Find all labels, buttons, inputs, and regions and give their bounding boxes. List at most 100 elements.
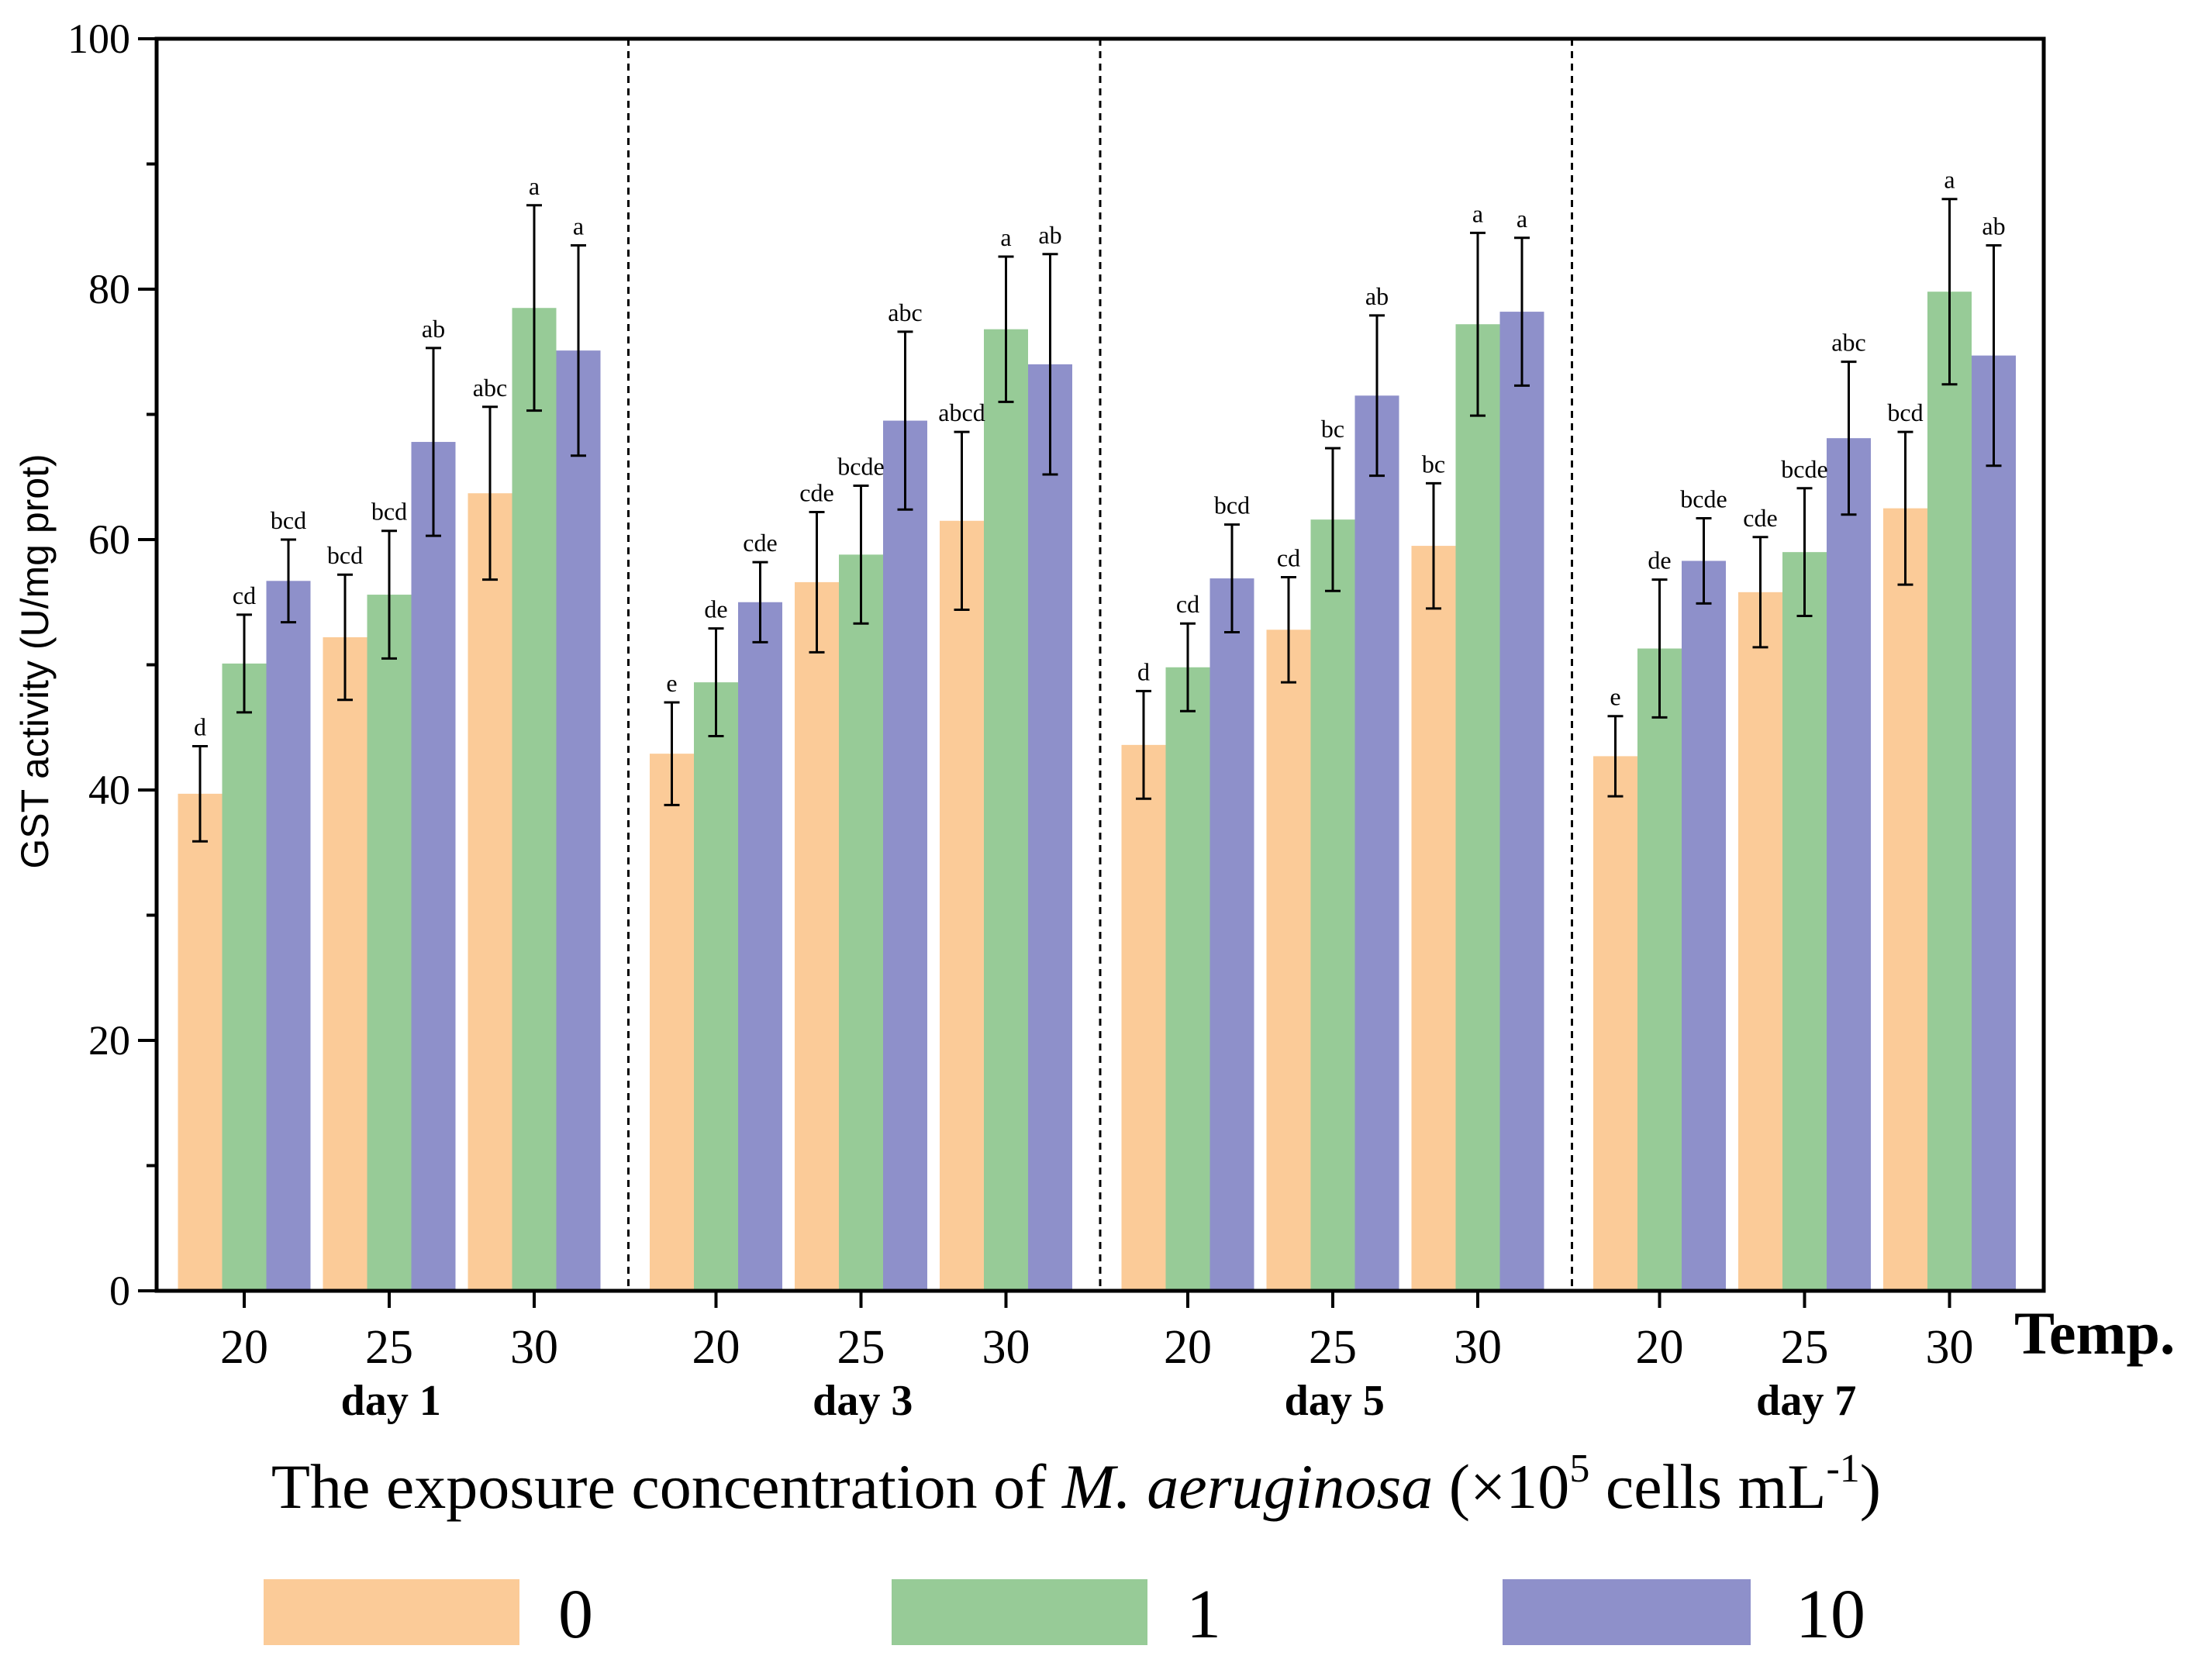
bar [1165, 667, 1210, 1291]
significance-label: bcde [1781, 455, 1827, 483]
significance-label: ab [1982, 212, 2005, 240]
bar [556, 350, 601, 1291]
significance-label: abc [473, 374, 507, 402]
x-axis-label-unit: (×10 [1433, 1451, 1569, 1522]
bar [694, 682, 738, 1291]
significance-label: cd [233, 581, 256, 609]
error-bars-layer [192, 198, 2002, 843]
day-labels-layer: day 1 day 3 day 5 day 7 [341, 1377, 1857, 1425]
x-tick-label: 25 [365, 1321, 413, 1374]
bar [883, 420, 927, 1292]
chart-svg: dcdbcdbcdbcdababcaaedecdecdebcdeabcabcda… [13, 16, 2175, 1522]
bar [940, 520, 984, 1291]
x-tick-labels-layer: 20 25 30 20 25 30 20 25 30 20 25 30 [220, 1321, 1974, 1374]
day-label: day 1 [341, 1377, 441, 1425]
bar [1499, 312, 1544, 1291]
temp-axis-label: Temp. [2014, 1299, 2175, 1367]
legend-label-10: 10 [1796, 1576, 1865, 1653]
bar [1354, 395, 1399, 1291]
significance-label: e [666, 669, 677, 697]
bar [1411, 546, 1456, 1291]
y-tick-label: 80 [88, 266, 130, 312]
bar [178, 793, 223, 1291]
x-tick-label: 20 [1636, 1321, 1684, 1374]
significance-label: cd [1176, 590, 1199, 618]
bar [650, 754, 694, 1291]
bars-layer [178, 291, 2016, 1292]
x-axis-label-cells: cells mL [1589, 1451, 1826, 1522]
x-tick-label: 25 [1309, 1321, 1357, 1374]
bar [266, 581, 311, 1291]
significance-label: de [1648, 547, 1671, 574]
significance-label: cde [743, 529, 777, 557]
bar [1310, 519, 1355, 1291]
x-axis-label-exponent: 5 [1569, 1447, 1589, 1491]
bar [1682, 561, 1726, 1291]
bar [1455, 324, 1500, 1292]
bar [411, 442, 456, 1291]
x-axis-label: The exposure concentration of M. aerugin… [271, 1447, 1881, 1522]
x-tick-label: 30 [1926, 1321, 1974, 1374]
bar [367, 595, 412, 1291]
significance-label: cde [1743, 504, 1777, 532]
day-label: day 7 [1756, 1377, 1856, 1425]
day-label: day 3 [813, 1377, 913, 1425]
significance-label: ab [422, 315, 445, 343]
significance-label: bcde [1680, 485, 1727, 513]
y-tick-label: 60 [88, 516, 130, 563]
significance-label: a [1944, 166, 1955, 194]
bar [1637, 648, 1682, 1291]
bar [1266, 630, 1311, 1291]
significance-label: d [194, 712, 206, 740]
legend: 0 1 10 [0, 1562, 2205, 1671]
bar [795, 581, 839, 1291]
x-tick-label: 30 [1454, 1321, 1502, 1374]
significance-label: a [573, 212, 584, 240]
legend-label-1: 1 [1186, 1576, 1221, 1653]
x-tick-label: 20 [692, 1321, 740, 1374]
y-tick-label: 40 [88, 767, 130, 813]
bar [1782, 552, 1827, 1291]
significance-labels-layer: dcdbcdbcdbcdababcaaedecdecdebcdeabcabcda… [194, 166, 2006, 741]
significance-label: abcd [938, 398, 985, 426]
significance-label: bcd [1887, 398, 1923, 426]
bar [738, 602, 782, 1291]
bar [323, 636, 368, 1291]
y-axis-label: GST activity (U/mg prot) [13, 454, 57, 868]
significance-label: bcd [327, 541, 363, 569]
significance-label: de [704, 595, 727, 623]
y-tick-label: 20 [88, 1017, 130, 1064]
legend-swatch-0 [264, 1579, 519, 1645]
significance-label: bcde [837, 453, 884, 481]
axes-layer: 0 20 40 60 80 100 [67, 16, 2046, 1314]
significance-label: ab [1365, 282, 1389, 310]
significance-label: d [1137, 657, 1150, 685]
x-axis-label-exponent-2: -1 [1826, 1447, 1859, 1491]
significance-label: abc [888, 298, 922, 326]
significance-label: bcd [1214, 492, 1250, 519]
significance-label: a [1000, 223, 1011, 251]
legend-label-0: 0 [558, 1576, 593, 1653]
significance-label: a [1472, 199, 1483, 227]
significance-label: bc [1422, 450, 1445, 478]
bar [984, 329, 1028, 1292]
x-tick-label: 30 [982, 1321, 1030, 1374]
x-tick-label: 25 [1781, 1321, 1829, 1374]
x-axis-label-prefix: The exposure concentration of [271, 1451, 1062, 1522]
bar [222, 663, 267, 1291]
significance-label: bcd [371, 498, 407, 526]
bar [512, 308, 557, 1292]
significance-label: cde [799, 478, 833, 506]
significance-label: bc [1321, 415, 1344, 443]
x-axis-label-species: M. aeruginosa [1061, 1451, 1433, 1522]
bar [1028, 364, 1072, 1291]
day-separators [627, 39, 1573, 1291]
bar [1927, 291, 1972, 1292]
bar [1972, 355, 2016, 1292]
x-axis-label-close: ) [1860, 1451, 1881, 1522]
x-tick-label: 25 [837, 1321, 885, 1374]
significance-label: a [1517, 205, 1527, 233]
legend-swatch-1 [892, 1579, 1147, 1645]
legend-swatch-10 [1503, 1579, 1751, 1645]
y-tick-label: 0 [109, 1268, 130, 1314]
